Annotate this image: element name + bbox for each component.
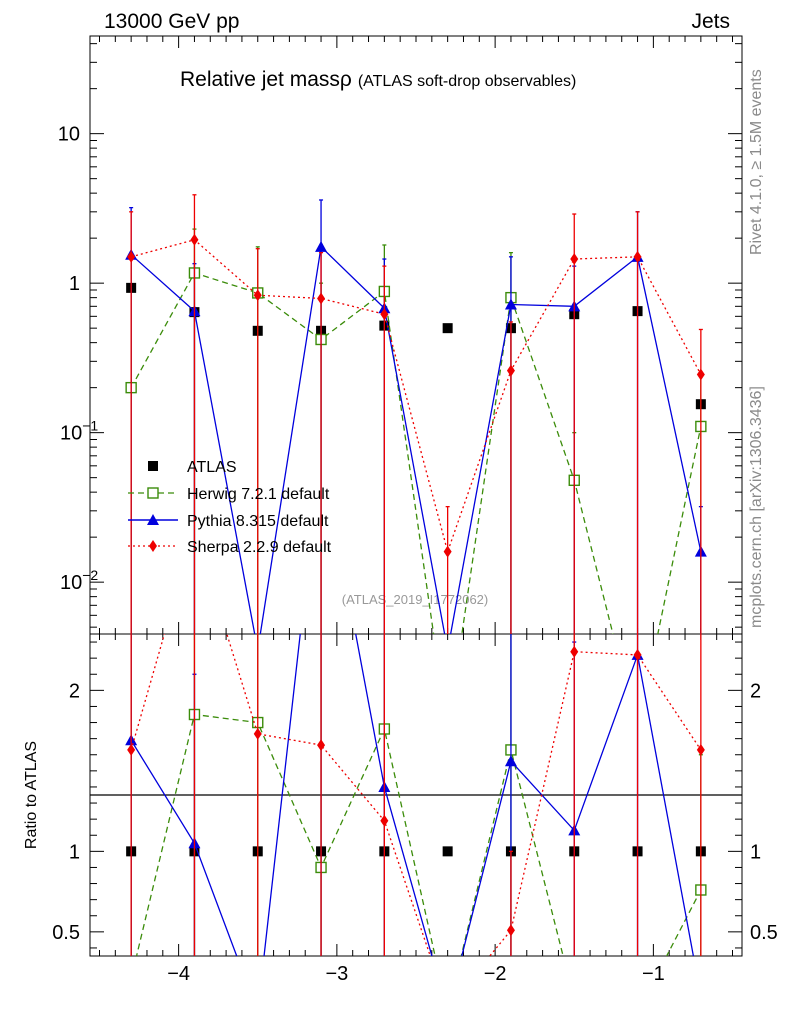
main-point-sherpa xyxy=(253,289,262,302)
axes: −4 −3 −2 −1 10 1 10−1 10−2 2 2 1 1 0.5 0.5 xyxy=(52,36,778,985)
ratio-series-sherpa xyxy=(127,634,705,1013)
ratio-series-atlas xyxy=(126,846,706,857)
x-tick-label: −2 xyxy=(484,963,507,985)
legend-label-herwig: Herwig 7.2.1 default xyxy=(187,486,330,503)
ratio-line-herwig xyxy=(135,713,702,956)
legend-marker-atlas xyxy=(148,461,158,471)
main-point-atlas xyxy=(442,323,453,334)
main-point-sherpa xyxy=(443,545,452,558)
ratio-point-sherpa xyxy=(127,743,136,756)
ratio-y-tick-label-right: 1 xyxy=(750,841,761,863)
legend-item-herwig: Herwig 7.2.1 default xyxy=(128,486,330,503)
plot-title-main: Relative jet mass xyxy=(180,68,340,91)
legend-item-atlas: ATLAS xyxy=(148,459,237,476)
main-point-sherpa xyxy=(570,253,579,266)
x-tick-label: −3 xyxy=(325,963,348,985)
ratio-y-tick-label-right: 2 xyxy=(750,680,761,702)
ratio-point-sherpa xyxy=(570,645,579,658)
legend-marker-herwig xyxy=(147,487,159,499)
main-point-sherpa xyxy=(506,364,515,377)
legend-label-atlas: ATLAS xyxy=(187,459,237,476)
main-point-pythia xyxy=(504,298,517,310)
ratio-line-sherpa xyxy=(130,634,702,956)
ratio-point-herwig xyxy=(126,974,136,984)
legend-marker-pythia xyxy=(147,514,159,525)
main-point-sherpa xyxy=(696,368,705,381)
main-series xyxy=(125,194,707,737)
plot-title-rho: ρ xyxy=(340,68,352,91)
ratio-point-sherpa xyxy=(633,648,642,661)
header-process: Jets xyxy=(691,10,730,33)
rivet-version-label: Rivet 4.1.0, ≥ 1.5M events xyxy=(748,69,765,255)
main-point-sherpa xyxy=(127,250,136,263)
legend-marker-sherpa xyxy=(149,540,157,552)
ratio-point-herwig xyxy=(569,995,579,1005)
plot-title-sub: (ATLAS soft-drop observables) xyxy=(358,73,576,90)
main-series-sherpa xyxy=(127,194,705,634)
legend-item-sherpa: Sherpa 2.2.9 default xyxy=(128,539,332,556)
mcplots-label: mcplots.cern.ch [arXiv:1306.3436] xyxy=(748,386,765,628)
main-line-pythia xyxy=(130,245,702,634)
ratio-point-pythia xyxy=(252,1006,264,1017)
x-tick-label: −1 xyxy=(642,963,665,985)
main-point-sherpa xyxy=(380,308,389,321)
main-point-herwig xyxy=(443,727,453,737)
x-tick-label: −4 xyxy=(167,963,190,985)
ratio-series xyxy=(125,634,707,1017)
ratio-point-pythia xyxy=(504,755,517,767)
ratio-point-sherpa xyxy=(506,924,515,937)
ratio-point-herwig xyxy=(443,1007,453,1017)
ratio-point-herwig xyxy=(633,1007,643,1017)
ratio-point-atlas xyxy=(442,846,453,857)
header-energy: 13000 GeV pp xyxy=(104,10,239,33)
ratio-point-sherpa xyxy=(696,743,705,756)
main-line-sherpa xyxy=(130,239,702,554)
ratio-y-tick-label-right: 0.5 xyxy=(750,922,778,944)
main-point-pythia xyxy=(442,644,454,655)
main-line-herwig xyxy=(130,272,702,634)
legend-item-pythia: Pythia 8.315 default xyxy=(128,513,329,530)
main-point-sherpa xyxy=(633,250,642,263)
ratio-y-tick-label: 0.5 xyxy=(52,922,80,944)
ratio-axis-label: Ratio to ATLAS xyxy=(23,741,40,849)
ratio-line-pythia xyxy=(130,634,695,956)
main-series-atlas xyxy=(126,282,706,410)
main-point-sherpa xyxy=(190,233,199,246)
y-tick-label: 10 xyxy=(58,124,80,146)
y-tick-label: 1 xyxy=(69,273,80,295)
ratio-y-tick-label: 1 xyxy=(69,841,80,863)
ratio-point-sherpa xyxy=(380,814,389,827)
legend: ATLAS Herwig 7.2.1 default Pythia 8.315 … xyxy=(128,459,332,556)
plot-title: Relative jet massρ (ATLAS soft-drop obser… xyxy=(180,68,576,91)
main-point-sherpa xyxy=(317,292,326,305)
analysis-watermark: (ATLAS_2019_I1772062) xyxy=(342,592,488,607)
ratio-point-pythia xyxy=(695,990,707,1001)
ratio-point-sherpa xyxy=(317,739,326,752)
legend-label-sherpa: Sherpa 2.2.9 default xyxy=(187,539,332,556)
main-point-pythia xyxy=(315,240,328,252)
ratio-y-tick-label: 2 xyxy=(69,680,80,702)
main-series-herwig xyxy=(125,228,707,737)
y-tick-label: 10−2 xyxy=(60,567,98,594)
y-tick-label: 10−1 xyxy=(60,418,98,445)
ratio-point-sherpa xyxy=(444,1001,452,1013)
ratio-point-sherpa xyxy=(253,727,262,740)
legend-label-pythia: Pythia 8.315 default xyxy=(187,513,329,530)
ratio-point-pythia xyxy=(442,1006,454,1017)
